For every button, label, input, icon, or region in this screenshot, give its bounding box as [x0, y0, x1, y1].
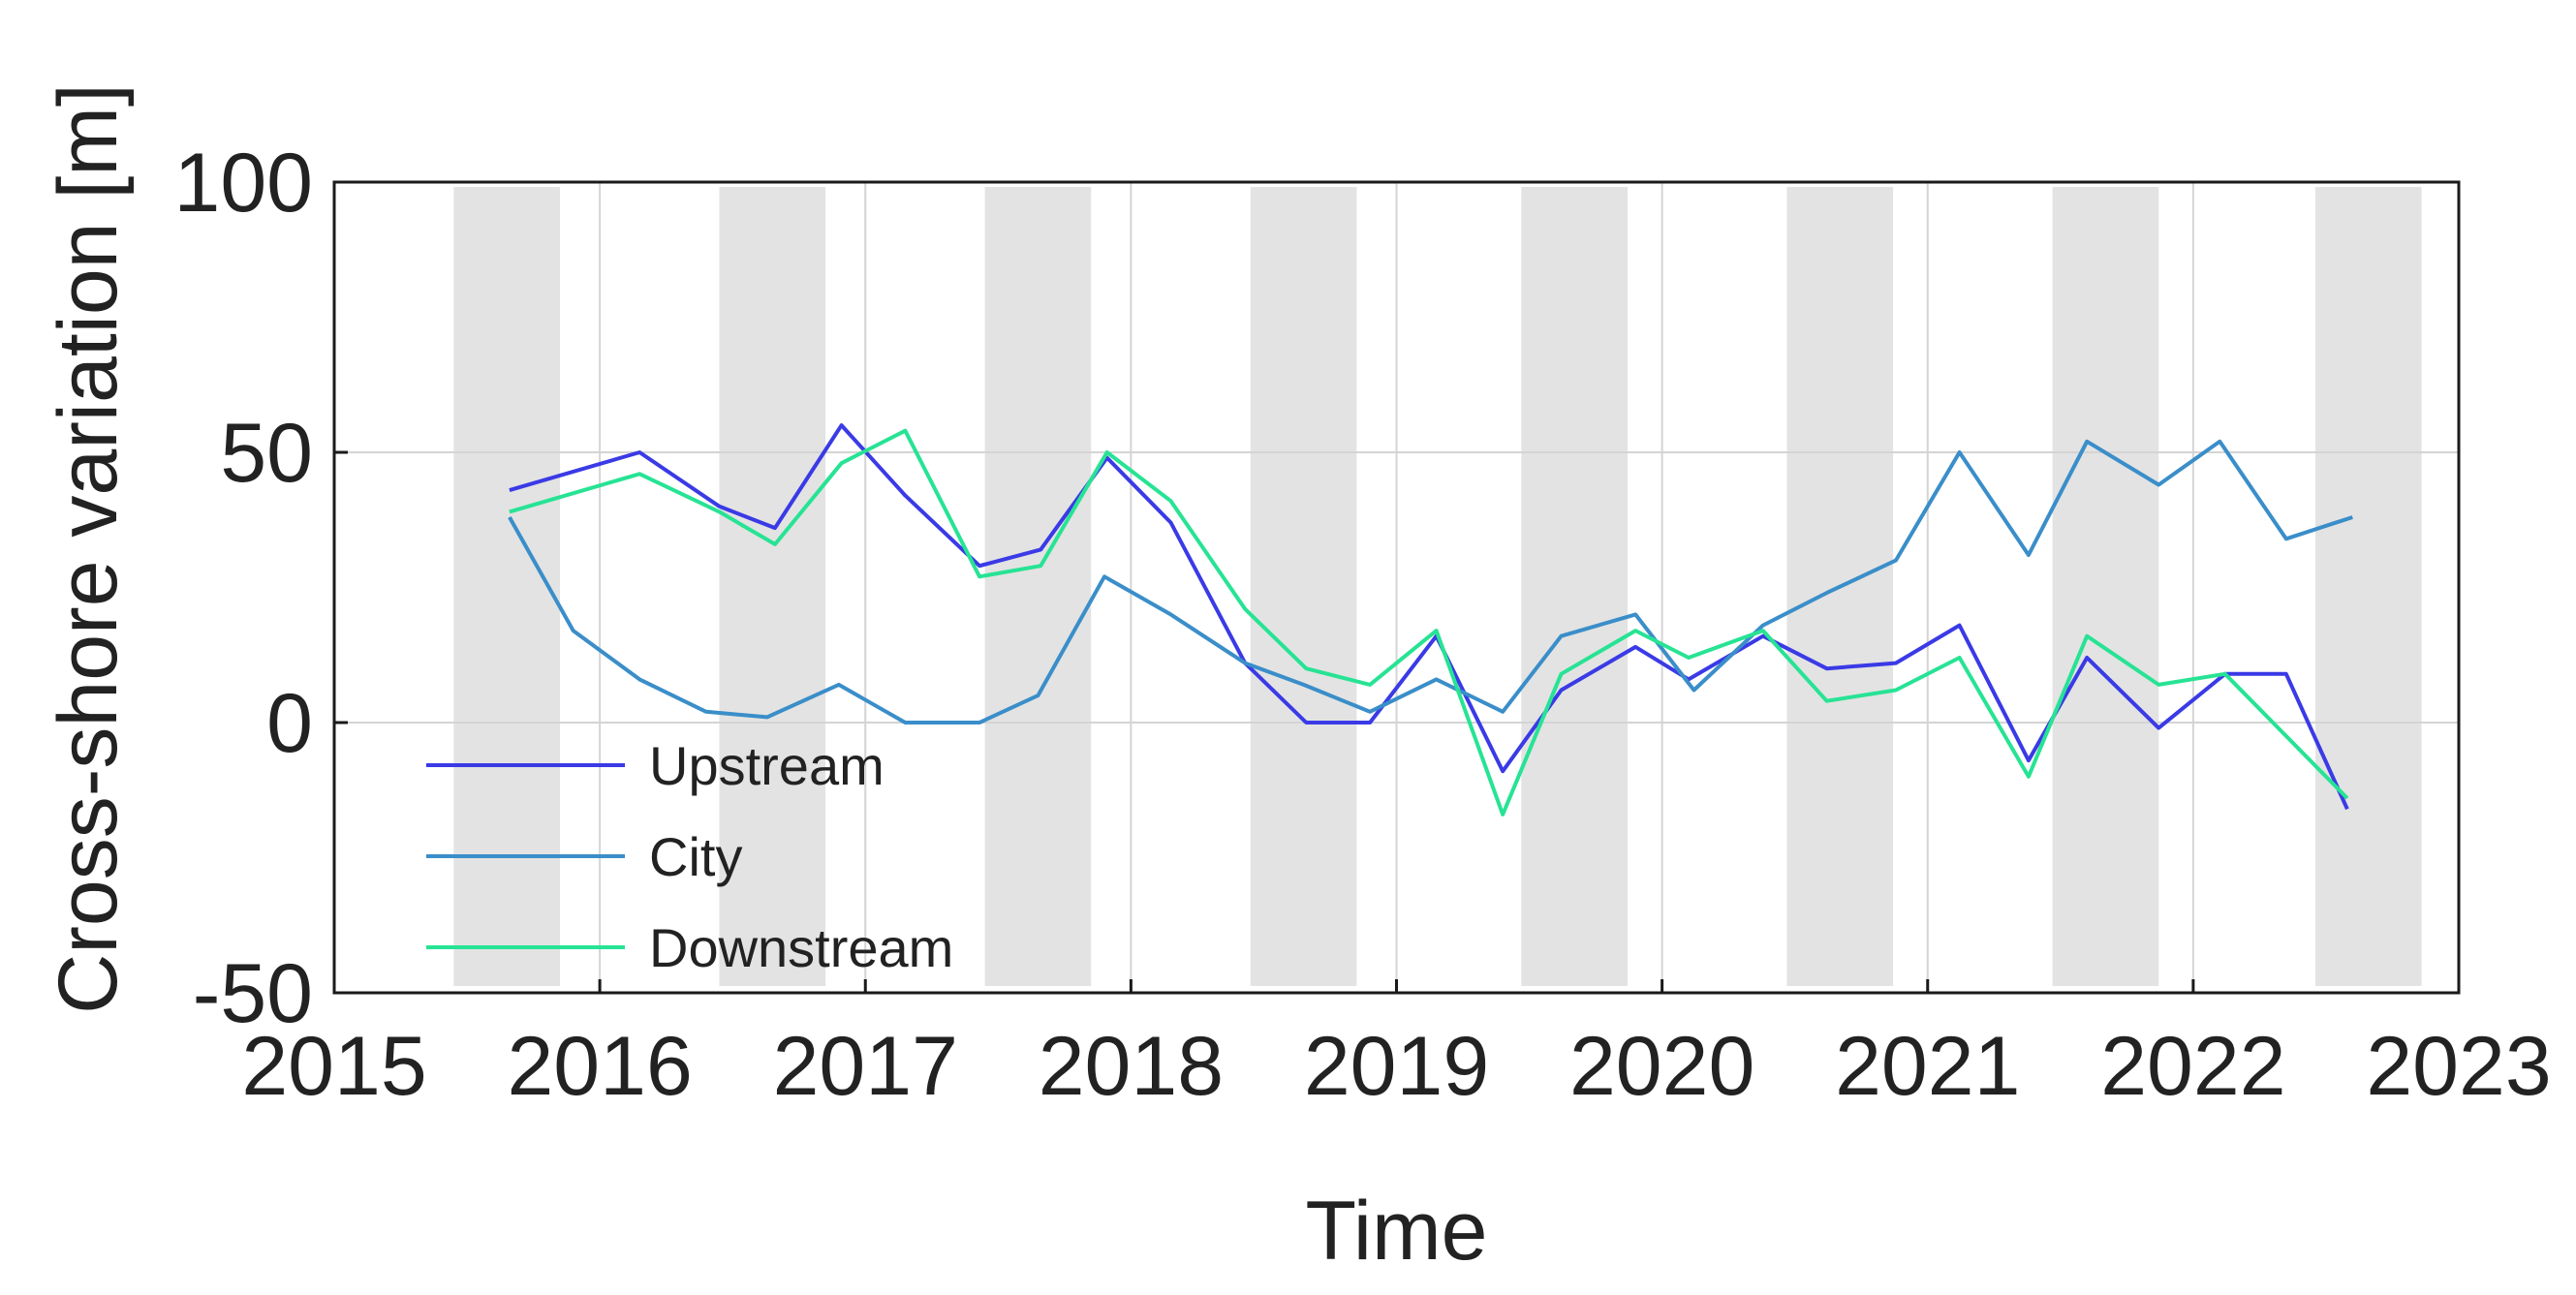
x-tick-label-2019: 2019 — [1304, 1020, 1489, 1113]
series-lines — [508, 423, 2353, 817]
series-line-downstream — [509, 428, 2349, 817]
y-tick-label--50: -50 — [193, 947, 313, 1040]
shaded-period-1 — [453, 187, 561, 986]
x-tick-label-2022: 2022 — [2100, 1020, 2285, 1113]
shaded-period-5 — [1521, 187, 1628, 986]
x-tick-label-2023: 2023 — [2366, 1020, 2551, 1113]
shaded-period-8 — [2314, 187, 2422, 986]
legend-label-upstream: Upstream — [649, 735, 885, 796]
x-tick-label-2020: 2020 — [1569, 1020, 1754, 1113]
x-tick-label-2018: 2018 — [1039, 1020, 1224, 1113]
shaded-period-4 — [1250, 187, 1357, 986]
x-axis-title: Time — [1306, 1185, 1488, 1278]
legend-label-city: City — [649, 826, 742, 887]
axis-ticks: 2015 2016 2017 2018 2019 2020 2021 2022 2023 100 5… — [174, 137, 2552, 1113]
shaded-period-2 — [719, 187, 826, 986]
y-tick-label-50: 50 — [220, 407, 313, 500]
shaded-period-3 — [984, 187, 1092, 986]
x-tick-label-2021: 2021 — [1835, 1020, 2020, 1113]
x-tick-label-2017: 2017 — [773, 1020, 958, 1113]
y-axis-title: Cross-shore variation [m] — [42, 83, 135, 1014]
y-tick-label-0: 0 — [266, 677, 313, 770]
legend-label-downstream: Downstream — [649, 917, 953, 978]
x-tick-label-2015: 2015 — [241, 1020, 426, 1113]
y-tick-label-100: 100 — [174, 137, 314, 230]
seasonal-shading — [453, 187, 2422, 986]
legend: Upstream City Downstream — [426, 735, 953, 978]
series-line-city — [508, 439, 2353, 725]
x-tick-label-2016: 2016 — [507, 1020, 692, 1113]
shaded-period-7 — [2052, 187, 2159, 986]
